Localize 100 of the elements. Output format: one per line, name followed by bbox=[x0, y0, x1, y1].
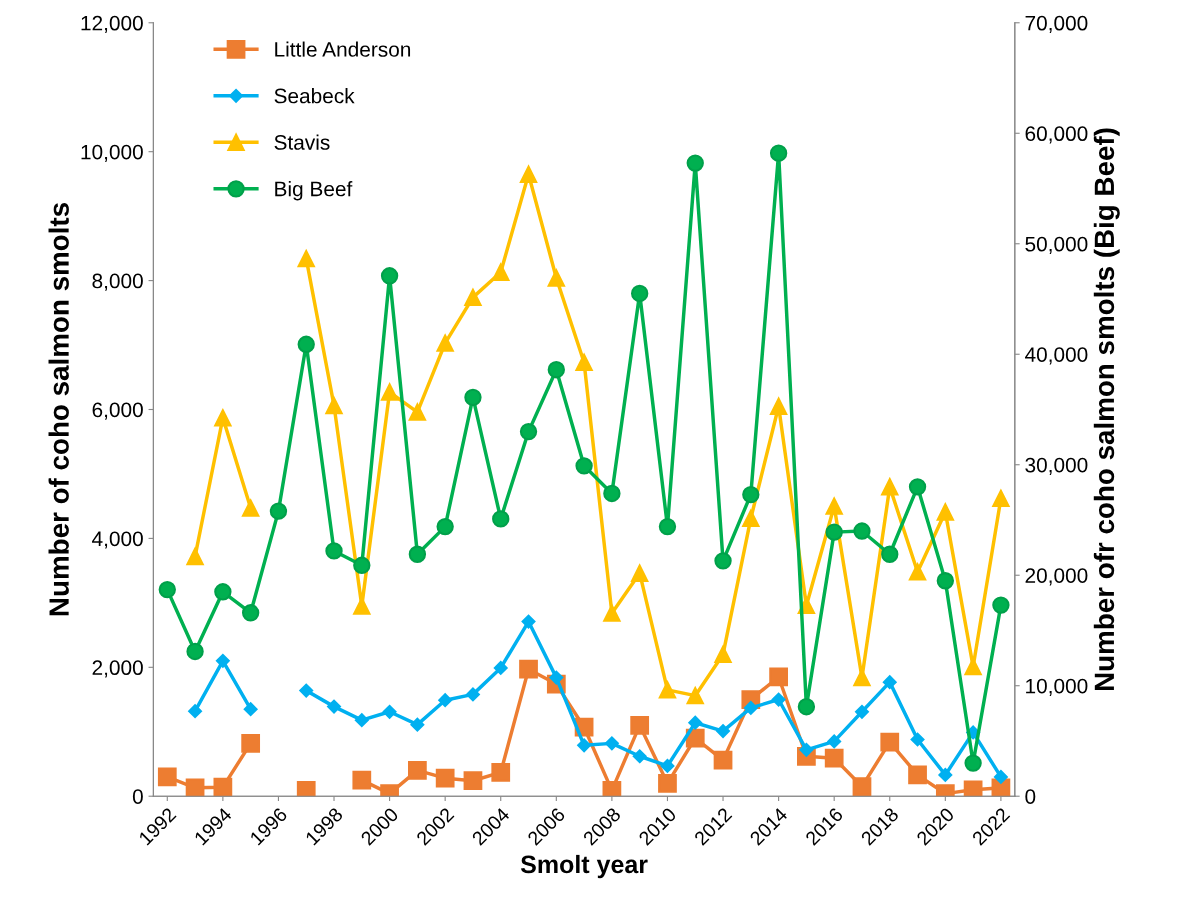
point bbox=[630, 564, 649, 582]
point bbox=[297, 249, 315, 268]
point bbox=[602, 781, 622, 797]
y2-tick-label: 10,000 bbox=[1026, 678, 1088, 696]
point bbox=[797, 698, 816, 716]
legend-label: Little Anderson bbox=[275, 41, 411, 57]
point bbox=[742, 485, 760, 504]
point bbox=[632, 749, 647, 764]
point bbox=[686, 154, 704, 172]
y2-tick-label: 60,000 bbox=[1025, 126, 1088, 144]
point bbox=[992, 596, 1010, 614]
point bbox=[908, 765, 927, 785]
point bbox=[825, 497, 843, 515]
point bbox=[492, 510, 510, 528]
point bbox=[519, 165, 538, 183]
point bbox=[186, 642, 204, 661]
point bbox=[438, 693, 453, 708]
point bbox=[881, 545, 899, 563]
point bbox=[685, 728, 705, 748]
y-tick-label: 2,000 bbox=[92, 660, 143, 678]
point bbox=[882, 675, 897, 690]
y2-axis-title: Number ofr coho salmon smolts (Big Beef) bbox=[1093, 128, 1120, 691]
y2-tick-label: 30,000 bbox=[1025, 457, 1088, 475]
point bbox=[603, 604, 621, 622]
point bbox=[547, 269, 565, 287]
point bbox=[186, 547, 204, 566]
point bbox=[327, 699, 341, 714]
legend-label: Seabeck bbox=[274, 88, 355, 104]
point bbox=[714, 645, 732, 664]
point bbox=[325, 542, 343, 560]
point bbox=[963, 780, 983, 797]
y-tick-label: 10,000 bbox=[81, 144, 143, 162]
point bbox=[993, 769, 1008, 784]
point bbox=[771, 692, 786, 707]
point bbox=[936, 572, 955, 590]
point bbox=[466, 687, 480, 702]
point bbox=[908, 563, 927, 581]
y-tick-label: 0 bbox=[132, 789, 143, 804]
y2-tick-label: 0 bbox=[1025, 789, 1036, 804]
point bbox=[824, 748, 844, 768]
point bbox=[382, 704, 397, 719]
point bbox=[825, 523, 843, 541]
point bbox=[353, 556, 371, 574]
x-axis-title: Smolt year bbox=[520, 854, 648, 879]
y-tick-label: 4,000 bbox=[92, 531, 143, 549]
y2-tick-label: 50,000 bbox=[1025, 236, 1088, 254]
point bbox=[769, 667, 788, 687]
point bbox=[855, 704, 869, 719]
point bbox=[410, 717, 425, 732]
point bbox=[910, 732, 925, 747]
point bbox=[492, 263, 510, 281]
point bbox=[880, 732, 900, 752]
point bbox=[519, 659, 538, 679]
point bbox=[713, 750, 733, 770]
point bbox=[243, 702, 258, 717]
legend-label: Stavis bbox=[274, 134, 330, 150]
point bbox=[519, 422, 538, 441]
point bbox=[408, 761, 427, 780]
point bbox=[436, 517, 454, 536]
point bbox=[852, 777, 872, 796]
point bbox=[660, 758, 675, 773]
point bbox=[577, 738, 592, 753]
point bbox=[992, 489, 1010, 508]
point bbox=[214, 409, 232, 427]
point bbox=[716, 724, 730, 739]
point bbox=[688, 715, 703, 730]
point bbox=[408, 403, 427, 421]
point bbox=[464, 388, 482, 407]
point bbox=[603, 484, 621, 503]
point bbox=[658, 517, 677, 536]
point bbox=[686, 686, 704, 705]
point bbox=[380, 383, 399, 401]
point bbox=[158, 580, 176, 599]
point bbox=[241, 604, 260, 622]
point bbox=[185, 778, 205, 797]
point bbox=[436, 334, 454, 352]
point bbox=[575, 457, 593, 475]
point bbox=[658, 773, 677, 793]
point bbox=[936, 503, 955, 521]
legend-label: Big Beef bbox=[275, 181, 353, 201]
y2-tick-label: 70,000 bbox=[1025, 15, 1088, 33]
point bbox=[493, 661, 508, 675]
point bbox=[435, 768, 455, 788]
point bbox=[743, 700, 758, 715]
point bbox=[157, 767, 177, 787]
point bbox=[575, 353, 593, 372]
point bbox=[214, 583, 232, 601]
point bbox=[547, 361, 565, 379]
y-tick-label: 12,000 bbox=[81, 15, 143, 33]
point bbox=[604, 736, 619, 751]
point bbox=[188, 704, 203, 719]
point bbox=[241, 499, 260, 517]
point bbox=[881, 478, 899, 496]
point bbox=[769, 397, 788, 415]
point bbox=[408, 545, 427, 563]
point bbox=[630, 715, 650, 735]
point bbox=[299, 683, 314, 698]
point bbox=[241, 733, 261, 753]
point bbox=[964, 754, 982, 772]
point bbox=[742, 509, 760, 528]
